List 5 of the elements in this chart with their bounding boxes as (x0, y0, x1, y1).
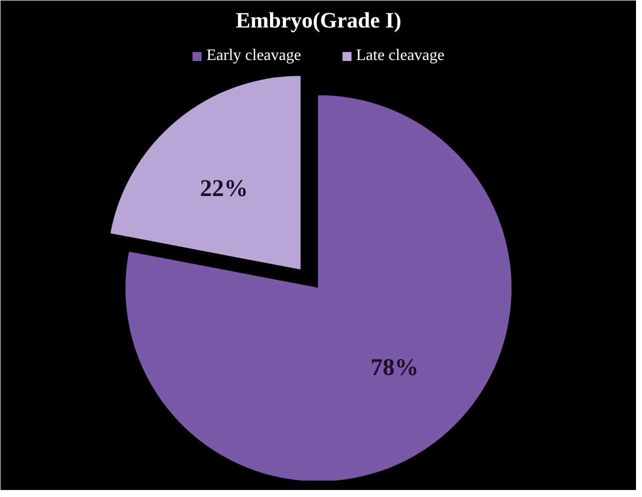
legend-label: Early cleavage (206, 47, 302, 65)
legend-label: Late cleavage (356, 47, 444, 65)
data-label: 78% (370, 355, 419, 382)
data-label: 22% (200, 176, 248, 202)
chart-title: Embryo(Grade I) (236, 8, 402, 32)
